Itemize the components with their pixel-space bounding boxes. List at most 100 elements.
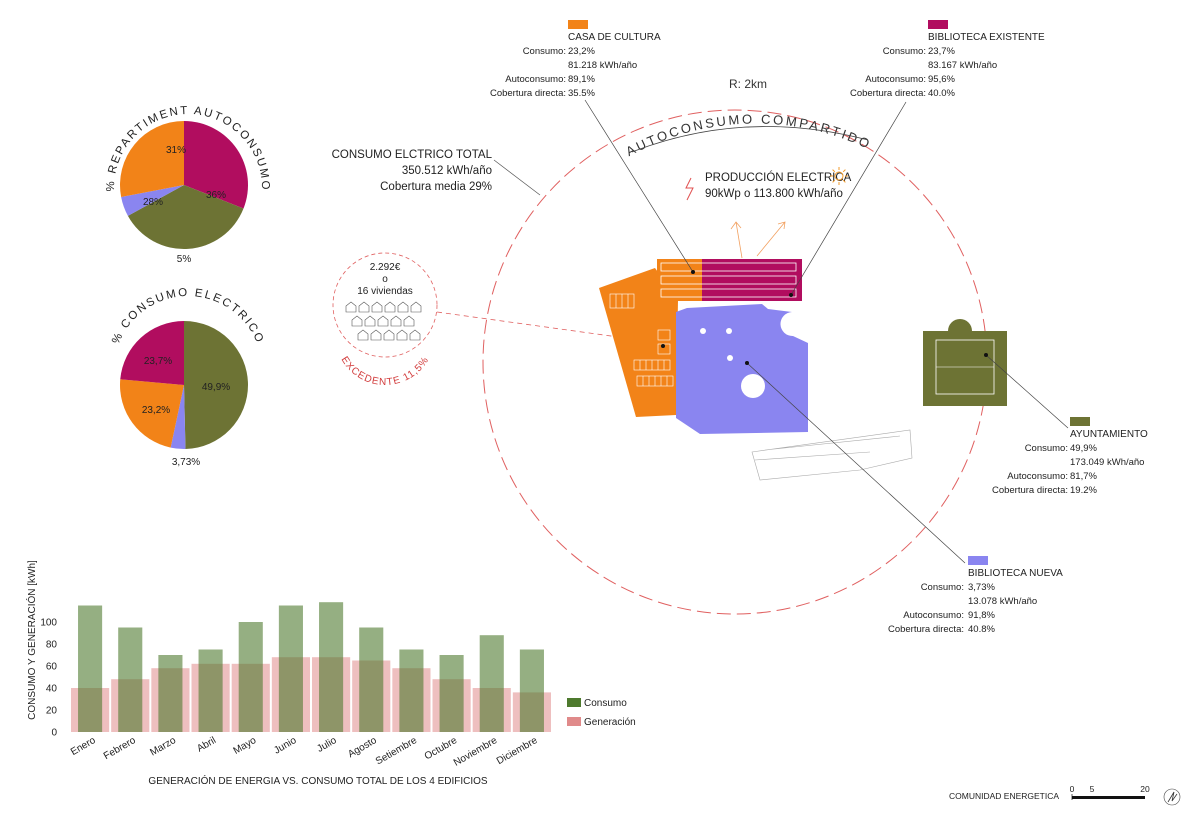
ayuntamiento-dome bbox=[948, 319, 972, 331]
ayto-name: AYUNTAMIENTO bbox=[1070, 429, 1148, 440]
y-tick-20: 20 bbox=[46, 706, 58, 717]
ayto-leader bbox=[985, 354, 1069, 429]
casa-k3: Cobertura directa: bbox=[490, 88, 566, 99]
house-icon-6 bbox=[351, 315, 363, 327]
callout-biblioteca-nueva: BIBLIOTECA NUEVA Consumo: 3,73% 13.078 k… bbox=[745, 361, 1063, 635]
pie1-slice-1 bbox=[127, 185, 244, 249]
bar-consumo-7 bbox=[359, 627, 384, 732]
house-icon-12 bbox=[370, 329, 382, 341]
excedente-o: o bbox=[382, 274, 388, 285]
pie2-slice-2 bbox=[120, 379, 184, 448]
bib-ex-k2: Autoconsumo: bbox=[865, 74, 926, 85]
x-tick-5: Junio bbox=[272, 735, 299, 757]
bib-nu-v0: 3,73% bbox=[968, 582, 995, 593]
bib-nu-swatch bbox=[968, 556, 988, 565]
house-icon-8 bbox=[377, 315, 389, 327]
callout-ayuntamiento: AYUNTAMIENTO Consumo: 49,9% 173.049 kWh/… bbox=[984, 353, 1148, 496]
house-icon-15 bbox=[409, 329, 421, 341]
house-icon-5 bbox=[410, 301, 422, 313]
callout-casa-de-cultura: CASA DE CULTURA Consumo: 23,2% 81.218 kW… bbox=[490, 20, 695, 348]
pie1-slice-0 bbox=[184, 121, 248, 209]
bib-ex-k0: Consumo: bbox=[883, 46, 926, 57]
x-tick-11: Diciembre bbox=[495, 735, 540, 767]
pie1-label-36: 36% bbox=[206, 190, 226, 201]
pie-consumo: % CONSUMO ELECTRICO 49,9% 3,73% 23,2% 23… bbox=[110, 287, 264, 468]
house-icon-11 bbox=[357, 329, 369, 341]
legend-consumo-swatch bbox=[567, 698, 581, 707]
house-icon-2 bbox=[371, 301, 383, 313]
casa-dot-2 bbox=[661, 344, 665, 348]
casa-dot bbox=[691, 270, 695, 274]
casa-v2: 89,1% bbox=[568, 74, 595, 85]
casa-v3: 35.5% bbox=[568, 88, 595, 99]
bar-consumo-1 bbox=[118, 627, 143, 732]
ayto-k2: Autoconsumo: bbox=[1007, 471, 1068, 482]
lightning-icon bbox=[685, 177, 694, 201]
production-arrow-right bbox=[756, 221, 786, 257]
ayto-v1: 173.049 kWh/año bbox=[1070, 457, 1144, 468]
y-tick-60: 60 bbox=[46, 662, 58, 673]
bar-consumo-8 bbox=[399, 649, 424, 732]
x-tick-7: Agosto bbox=[346, 735, 379, 760]
produccion-block: PRODUCCIÓN ELECTRICA 90kWp o 113.800 kWh… bbox=[685, 167, 852, 259]
house-icon-7 bbox=[364, 315, 376, 327]
x-tick-8: Setiembre bbox=[374, 735, 419, 768]
casa-swatch bbox=[568, 20, 588, 29]
bib-nu-k3: Cobertura directa: bbox=[888, 624, 964, 635]
house-icon-1 bbox=[358, 301, 370, 313]
north-arrow-icon bbox=[1163, 788, 1181, 806]
bib-nu-v3: 40.8% bbox=[968, 624, 995, 635]
bar-consumo-10 bbox=[479, 635, 504, 732]
x-tick-10: Noviembre bbox=[452, 735, 500, 769]
pie1-slice-2 bbox=[121, 185, 184, 216]
bib-nu-k0: Consumo: bbox=[921, 582, 964, 593]
scale-0: 0 bbox=[1070, 784, 1075, 794]
bib-ex-v0: 23,7% bbox=[928, 46, 955, 57]
house-icon-14 bbox=[396, 329, 408, 341]
casa-windows bbox=[609, 293, 674, 387]
circle-title-underline bbox=[631, 126, 869, 153]
x-tick-0: Enero bbox=[69, 735, 98, 758]
pie2-label-3: 3,73% bbox=[172, 457, 200, 468]
legend-generacion-label: Generación bbox=[584, 717, 636, 728]
excedente-connector bbox=[436, 311, 641, 341]
house-icon-3 bbox=[384, 301, 396, 313]
bib-nu-k2: Autoconsumo: bbox=[903, 610, 964, 621]
pie1-slice-3 bbox=[120, 121, 184, 197]
pie2-slice-1 bbox=[170, 385, 186, 449]
radius-label: R: 2km bbox=[729, 77, 767, 91]
bar-consumo-11 bbox=[519, 649, 544, 732]
casa-v1: 81.218 kWh/año bbox=[568, 60, 637, 71]
circle-title: AUTOCONSUMO COMPARTIDO bbox=[623, 111, 874, 159]
ayto-k0: Consumo: bbox=[1025, 443, 1068, 454]
houses-icon-group bbox=[345, 301, 422, 341]
pie2-label-23-7: 23,7% bbox=[144, 356, 172, 367]
callout-biblioteca-existente: BIBLIOTECA EXISTENTE Consumo: 23,7% 83.1… bbox=[789, 20, 1045, 297]
ayuntamiento-shape bbox=[923, 331, 1007, 406]
house-icon-0 bbox=[345, 301, 357, 313]
biblioteca-existente-windows bbox=[660, 262, 797, 298]
house-icon-13 bbox=[383, 329, 395, 341]
produccion-value: 90kWp o 113.800 kWh/año bbox=[705, 188, 843, 200]
biblioteca-nueva-shape bbox=[676, 304, 808, 434]
ayto-v0: 49,9% bbox=[1070, 443, 1097, 454]
legend-consumo-label: Consumo bbox=[584, 698, 627, 709]
casa-name: CASA DE CULTURA bbox=[568, 32, 661, 43]
ayto-dot bbox=[984, 353, 988, 357]
bar-consumo-0 bbox=[78, 605, 103, 732]
biblioteca-nueva-holes bbox=[700, 328, 765, 398]
bib-ex-v2: 95,6% bbox=[928, 74, 955, 85]
production-arrow-left bbox=[730, 221, 743, 259]
x-tick-6: Julio bbox=[315, 735, 339, 755]
pie1-label-5: 5% bbox=[177, 254, 192, 265]
casa-k0: Consumo: bbox=[523, 46, 566, 57]
total-line1: 350.512 kWh/año bbox=[402, 165, 492, 177]
scale-bar bbox=[1072, 796, 1145, 799]
bib-nu-dot bbox=[745, 361, 749, 365]
x-tick-2: Marzo bbox=[148, 735, 178, 759]
ayto-swatch bbox=[1070, 417, 1090, 426]
bib-ex-k3: Cobertura directa: bbox=[850, 88, 926, 99]
bib-ex-name: BIBLIOTECA EXISTENTE bbox=[928, 32, 1045, 43]
pie-autoconsumo: % REPARTIMENT AUTOCONSUMO 31% 36% 5% 28% bbox=[105, 105, 269, 265]
